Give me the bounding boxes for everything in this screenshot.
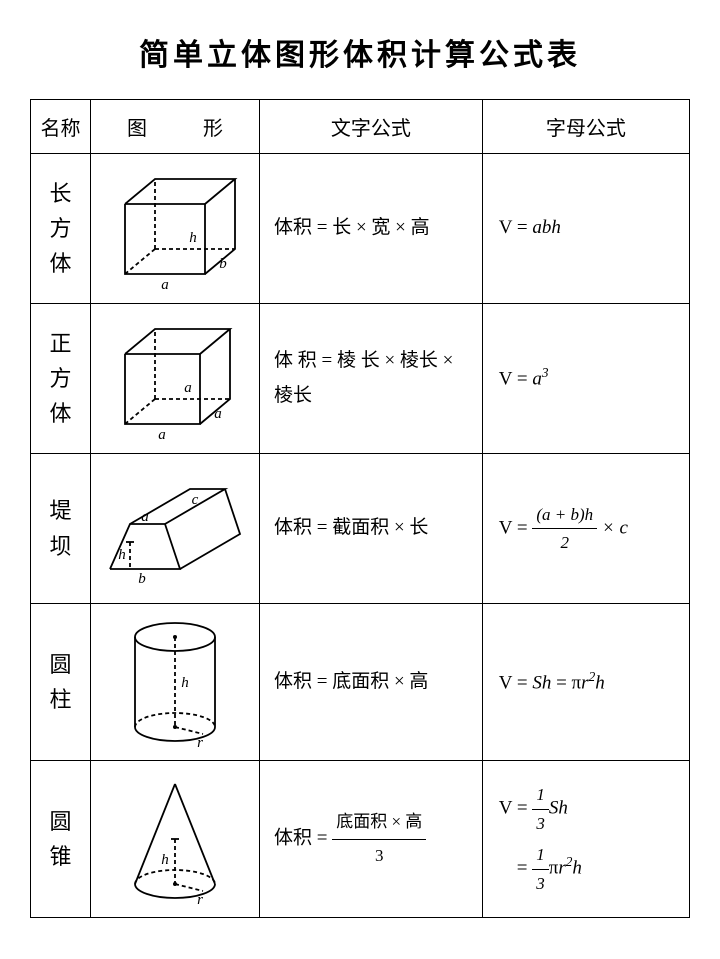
table-row: 正方体 a a a 体 积 = 棱 长 × 棱长 × 棱长V = a3 bbox=[31, 304, 690, 454]
text-formula: 体 积 = 棱 长 × 棱长 × 棱长 bbox=[259, 304, 482, 454]
formula-table: 名称 图 形 文字公式 字母公式 长方体 abh 体积 = 长 × 宽 × 高V… bbox=[30, 99, 690, 918]
shape-diagram: hr bbox=[91, 604, 260, 761]
shape-diagram: a b c h bbox=[91, 454, 260, 604]
col-name: 名称 bbox=[31, 100, 91, 154]
text-formula: 体积 = 长 × 宽 × 高 bbox=[259, 154, 482, 304]
svg-text:a: a bbox=[214, 406, 222, 422]
svg-text:r: r bbox=[197, 735, 203, 751]
col-letter-formula: 字母公式 bbox=[482, 100, 689, 154]
text-formula: 体积 = 截面积 × 长 bbox=[259, 454, 482, 604]
svg-text:a: a bbox=[141, 509, 149, 525]
shape-name: 长方体 bbox=[31, 154, 91, 304]
shape-name: 正方体 bbox=[31, 304, 91, 454]
shape-name: 圆柱 bbox=[31, 604, 91, 761]
page-title: 简单立体图形体积计算公式表 bbox=[20, 30, 700, 74]
shape-diagram: a b h bbox=[91, 154, 260, 304]
shape-name: 圆锥 bbox=[31, 761, 91, 918]
svg-text:h: h bbox=[161, 852, 169, 868]
letter-formula: V = 13Sh= 13πr2h bbox=[482, 761, 689, 918]
svg-text:c: c bbox=[192, 492, 199, 508]
table-row: 圆柱 hr 体积 = 底面积 × 高V = Sh = πr2h bbox=[31, 604, 690, 761]
letter-formula: V = abh bbox=[482, 154, 689, 304]
shape-name: 堤坝 bbox=[31, 454, 91, 604]
col-text-formula: 文字公式 bbox=[259, 100, 482, 154]
text-formula: 体积 = 底面积 × 高3 bbox=[259, 761, 482, 918]
cube-icon: a a a bbox=[105, 314, 245, 444]
table-row: 堤坝 a b c h 体积 = 截面积 × 长V = (a + b)h2 × c bbox=[31, 454, 690, 604]
cuboid-icon: a b h bbox=[105, 164, 245, 294]
svg-text:h: h bbox=[181, 675, 189, 691]
shape-diagram: hr bbox=[91, 761, 260, 918]
svg-text:a: a bbox=[184, 380, 192, 396]
col-shape: 图 形 bbox=[91, 100, 260, 154]
text-formula: 体积 = 底面积 × 高 bbox=[259, 604, 482, 761]
table-row: 圆锥 hr 体积 = 底面积 × 高3V = 13Sh= 13πr2h bbox=[31, 761, 690, 918]
cylinder-icon: hr bbox=[115, 612, 235, 752]
letter-formula: V = Sh = πr2h bbox=[482, 604, 689, 761]
svg-text:b: b bbox=[138, 571, 146, 587]
svg-text:b: b bbox=[219, 256, 227, 272]
letter-formula: V = a3 bbox=[482, 304, 689, 454]
prism-icon: a b c h bbox=[100, 469, 250, 589]
svg-text:r: r bbox=[197, 892, 203, 908]
svg-text:h: h bbox=[118, 547, 126, 563]
shape-diagram: a a a bbox=[91, 304, 260, 454]
letter-formula: V = (a + b)h2 × c bbox=[482, 454, 689, 604]
table-row: 长方体 a b h 体积 = 长 × 宽 × 高V = abh bbox=[31, 154, 690, 304]
cone-icon: hr bbox=[115, 769, 235, 909]
svg-text:h: h bbox=[189, 230, 197, 246]
table-header-row: 名称 图 形 文字公式 字母公式 bbox=[31, 100, 690, 154]
svg-text:a: a bbox=[161, 277, 169, 293]
svg-text:a: a bbox=[158, 427, 166, 443]
